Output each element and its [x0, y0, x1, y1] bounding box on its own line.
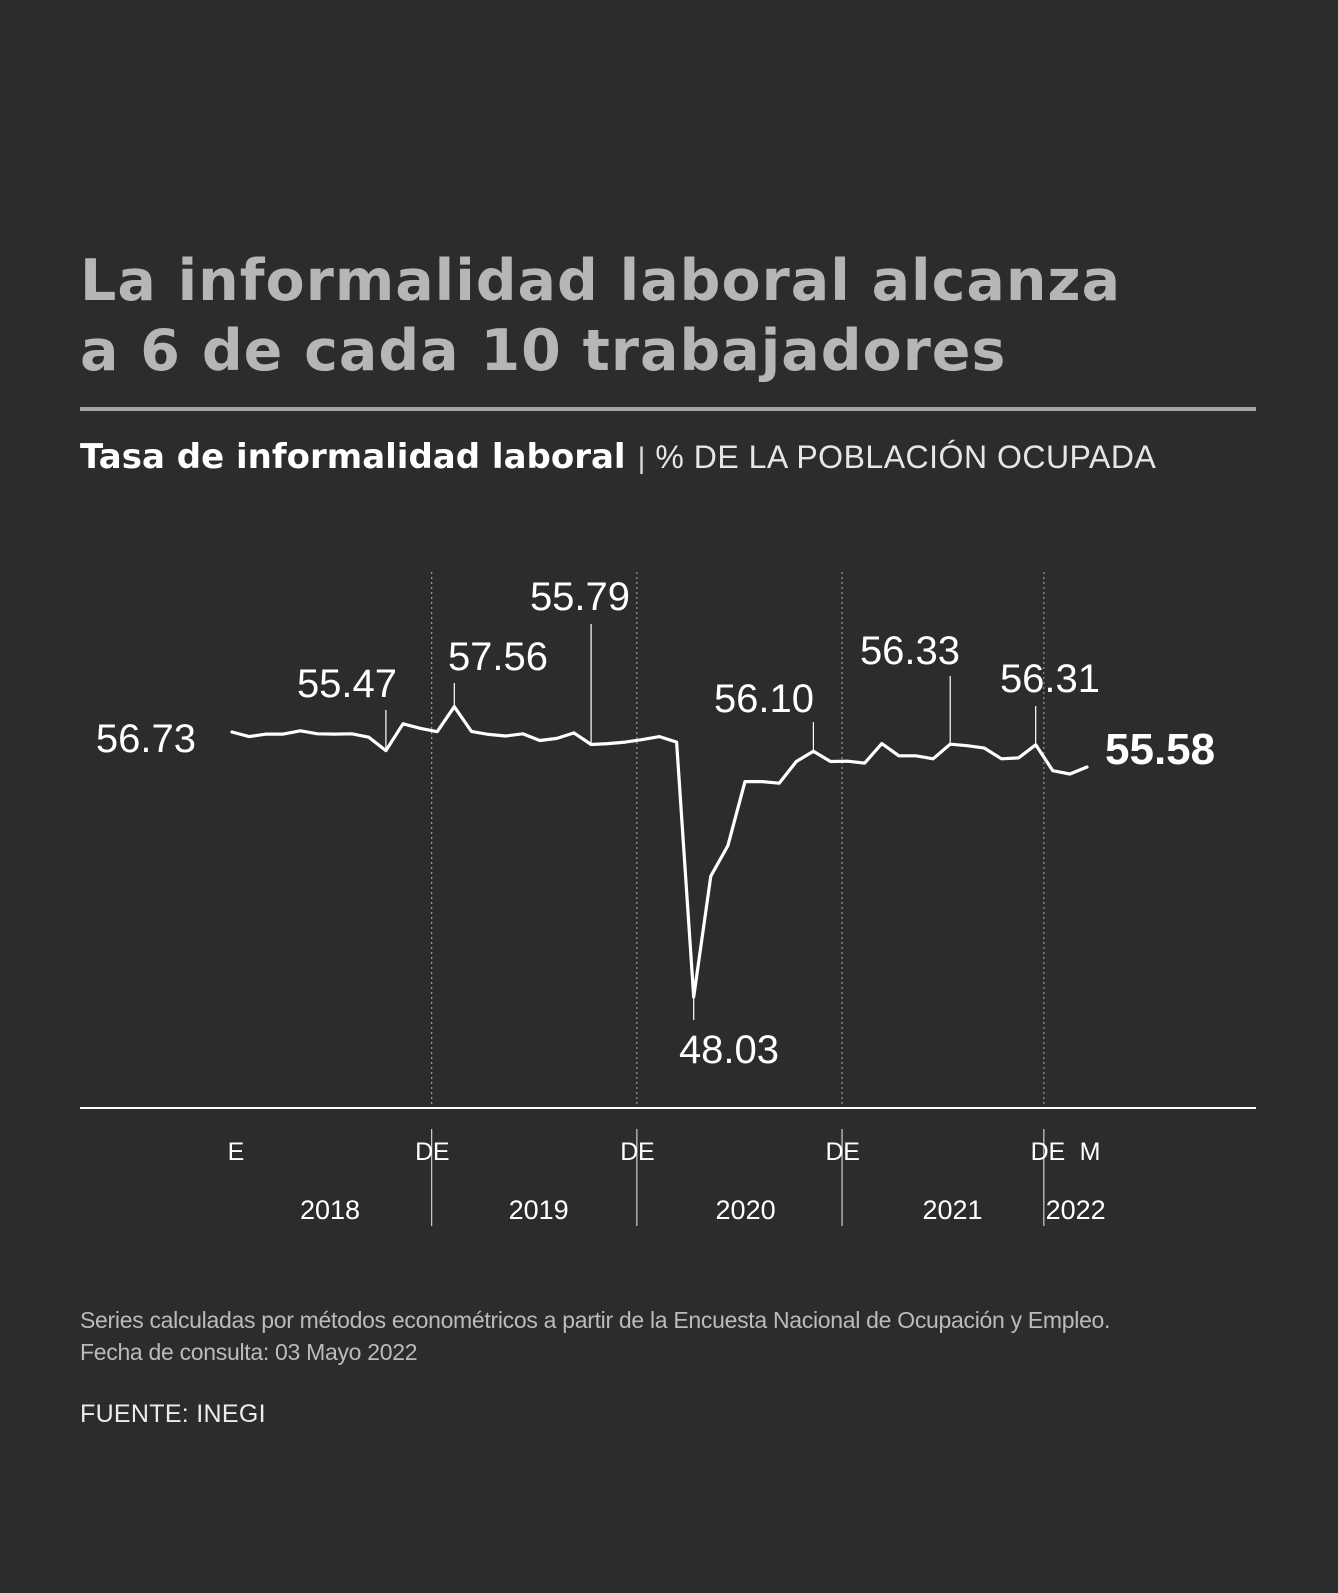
data-label-0: 56.73 — [96, 717, 196, 761]
data-label-27: 48.03 — [679, 1028, 779, 1072]
data-label-47: 56.31 — [1000, 657, 1100, 701]
month-label-10: M — [1080, 1138, 1101, 1166]
data-label-34: 56.10 — [714, 677, 814, 721]
subtitle-main: Tasa de informalidad laboral — [80, 437, 626, 477]
chart-subtitle: Tasa de informalidad laboral | % DE LA POB… — [80, 437, 1156, 477]
data-label-13: 57.56 — [448, 635, 548, 679]
month-label-4: D — [620, 1138, 638, 1166]
month-label-6: D — [825, 1138, 843, 1166]
year-label-2020: 2020 — [716, 1195, 776, 1225]
chart-title-line-1: La informalidad laboral alcanza — [80, 248, 1122, 314]
line-chart: 56.73 55.47 57.56 55.79 48.03 56.10 56.33 56.31… — [80, 572, 1256, 1226]
series-line — [230, 705, 1089, 999]
title-divider — [80, 407, 1256, 411]
year-label-2018: 2018 — [300, 1195, 360, 1225]
chart-title-line-2: a 6 de cada 10 trabajadores — [80, 318, 1007, 384]
year-label-2021: 2021 — [922, 1195, 982, 1225]
year-label-2019: 2019 — [509, 1195, 569, 1225]
chart-notes: Series calculadas por métodos econométri… — [80, 1304, 1110, 1368]
month-label-5: E — [638, 1138, 655, 1166]
data-label-50: 55.58 — [1105, 725, 1215, 774]
data-label-42: 56.33 — [860, 629, 960, 673]
month-label-7: E — [843, 1138, 860, 1166]
month-label-1: E — [228, 1138, 245, 1166]
note-methodology: Series calculadas por métodos econométri… — [80, 1307, 1111, 1333]
data-label-9: 55.47 — [297, 662, 397, 706]
subtitle-separator: | — [637, 442, 646, 475]
month-label-3: E — [433, 1138, 450, 1166]
month-label-2: D — [415, 1138, 433, 1166]
year-label-2022: 2022 — [1046, 1195, 1106, 1225]
month-label-8: D — [1031, 1138, 1049, 1166]
note-date: Fecha de consulta: 03 Mayo 2022 — [80, 1339, 418, 1365]
chart-title: La informalidad laboral alcanza a 6 de c… — [80, 246, 1260, 386]
subtitle-unit: % DE LA POBLACIÓN OCUPADA — [655, 439, 1157, 475]
data-label-21: 55.79 — [530, 575, 630, 619]
chart-source: FUENTE: INEGI — [80, 1400, 266, 1428]
month-label-9: E — [1048, 1138, 1065, 1166]
